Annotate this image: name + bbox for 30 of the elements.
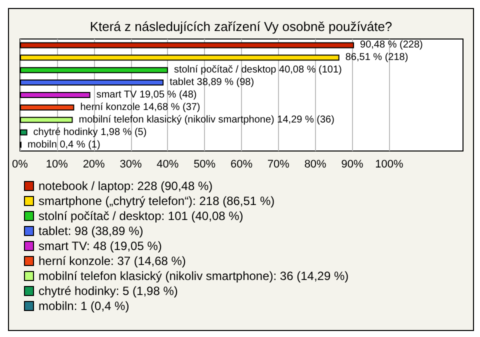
chart-title: Která z následujících zařízení Vy osobně používáte?	[90, 19, 392, 34]
x-tick-label: 10%	[46, 158, 68, 170]
x-tick-label: 0%	[12, 158, 28, 170]
x-tick-label: 100%	[375, 158, 404, 170]
text: mobilní telefon klasický (nikoliv smartphone) 14,29 % (36)	[78, 114, 334, 126]
text: 86,51 % (218)	[345, 52, 408, 64]
legend-label: herní konzole: 37 (14,68 %)	[38, 254, 186, 268]
x-tick-label: 80%	[304, 158, 327, 170]
legend-label: mobilní telefon klasický (nikoliv smartphone): 36 (14,29 %)	[38, 269, 349, 283]
text: herní konzole 14,68 % (37)	[80, 102, 200, 113]
text: chytré hodinky 1,98 % (5)	[33, 126, 147, 138]
legend-label: tablet: 98 (38,89 %)	[38, 224, 144, 238]
x-tick-label: 20%	[82, 158, 106, 170]
text: mobiln 0,4 % (1)	[27, 139, 100, 150]
legend-label: smartphone („chytrý telefon“): 218 (86,51 %)	[38, 194, 275, 208]
x-tick-label: 70%	[267, 158, 290, 170]
text: tablet 38,89 % (98)	[170, 77, 254, 88]
legend-label: mobiln: 1 (0,4 %)	[38, 299, 130, 313]
x-tick-label: 40%	[156, 158, 179, 170]
x-tick-label: 30%	[120, 158, 142, 170]
legend-label: chytré hodinky: 5 (1,98 %)	[38, 284, 178, 298]
text: smart TV 19,05 % (48)	[96, 90, 197, 100]
text: 90,48 % (228)	[360, 40, 423, 51]
text: stolní počítač / desktop 40,08 % (101)	[174, 64, 342, 76]
legend-label: smart TV: 48 (19,05 %)	[38, 239, 162, 253]
x-tick-label: 90%	[341, 158, 364, 170]
x-tick-label: 50%	[194, 158, 216, 170]
x-tick-label: 60%	[230, 158, 253, 170]
legend-label: notebook / laptop: 228 (90,48 %)	[38, 179, 213, 193]
legend-label: stolní počítač / desktop: 101 (40,08 %)	[38, 209, 244, 223]
